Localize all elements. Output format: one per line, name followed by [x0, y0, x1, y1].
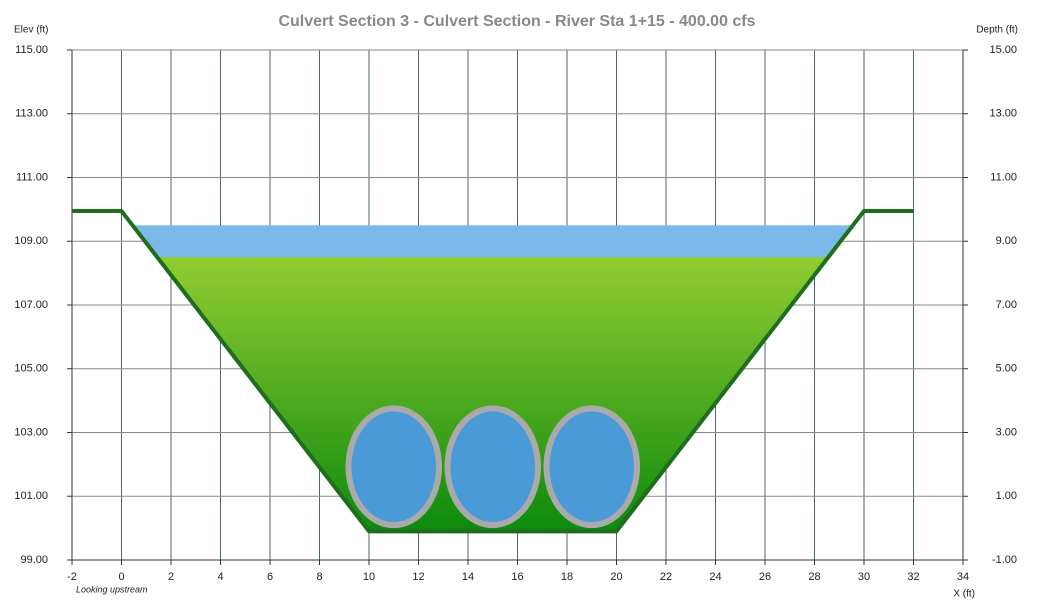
x-tick-label: 34: [957, 571, 969, 583]
x-tick-label: 30: [858, 571, 870, 583]
y2-axis-label: Depth (ft): [976, 25, 1018, 36]
y2-tick-label: 3.00: [996, 426, 1017, 438]
x-tick-label: 32: [907, 571, 919, 583]
x-tick-label: 12: [412, 571, 424, 583]
culvert: [444, 405, 542, 529]
x-tick-label: -2: [67, 571, 77, 583]
y-tick-label: 101.00: [14, 490, 48, 502]
annotation: Looking upstream: [76, 584, 148, 594]
y-axis-label: Elev (ft): [14, 25, 48, 36]
x-tick-label: 14: [462, 571, 474, 583]
y2-tick-label: 11.00: [990, 171, 1017, 183]
y2-tick-label: 15.00: [989, 44, 1017, 56]
chart-title: Culvert Section 3 - Culvert Section - Ri…: [278, 13, 755, 30]
x-tick-label: 22: [660, 571, 672, 583]
y2-tick-label: 13.00: [989, 108, 1017, 120]
y-tick-label: 105.00: [14, 363, 48, 375]
y-tick-label: 107.00: [14, 299, 48, 311]
x-tick-label: 0: [118, 571, 124, 583]
y-tick-label: 113.00: [15, 108, 48, 120]
x-tick-label: 6: [267, 571, 273, 583]
x-tick-label: 28: [808, 571, 820, 583]
x-tick-label: 18: [561, 571, 573, 583]
ground-line: [72, 208, 914, 534]
x-tick-label: 26: [759, 571, 771, 583]
x-tick-label: 24: [709, 571, 721, 583]
y2-tick-label: 1.00: [996, 490, 1017, 502]
x-tick-label: 2: [168, 571, 174, 583]
y-tick-label: 99.00: [20, 554, 48, 566]
x-axis-label: X (ft): [953, 589, 975, 600]
y2-tick-label: -1.00: [992, 554, 1017, 566]
y2-tick-label: 9.00: [996, 235, 1017, 247]
y2-tick-label: 5.00: [996, 363, 1017, 375]
y-tick-label: 109.00: [14, 235, 48, 247]
x-tick-label: 8: [316, 571, 322, 583]
y2-tick-label: 7.00: [996, 299, 1017, 311]
y-tick-label: 103.00: [14, 426, 48, 438]
y-tick-label: 111.00: [16, 171, 48, 183]
y-tick-label: 115.00: [15, 44, 48, 56]
x-tick-label: 10: [363, 571, 375, 583]
x-tick-label: 16: [511, 571, 523, 583]
x-tick-label: 20: [610, 571, 622, 583]
culvert: [345, 405, 443, 529]
culvert: [543, 405, 641, 529]
x-tick-label: 4: [217, 571, 223, 583]
